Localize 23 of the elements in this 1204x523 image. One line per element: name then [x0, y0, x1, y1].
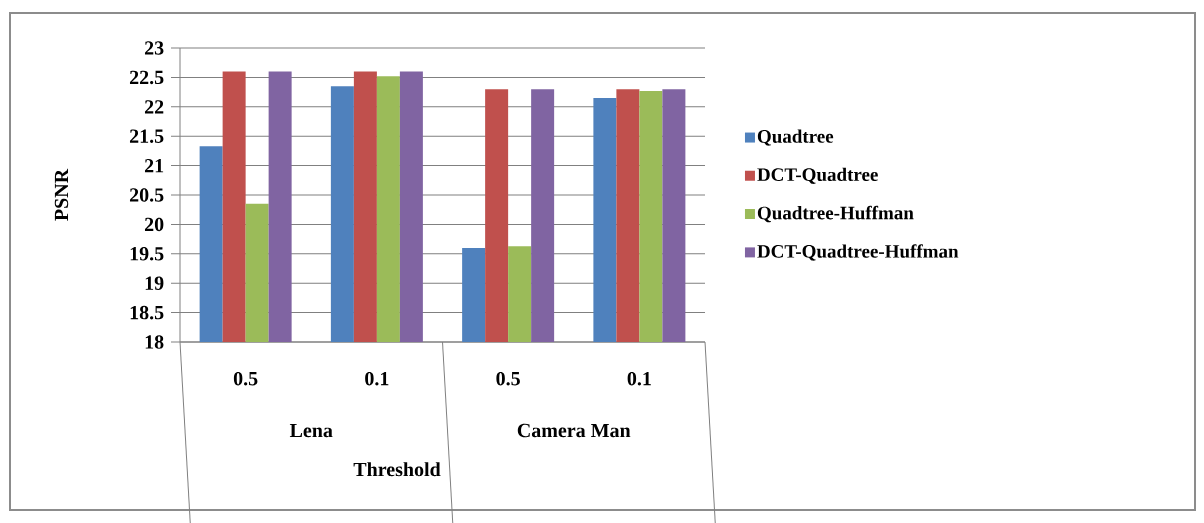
y-tick-label: 19.5	[130, 247, 164, 261]
legend-label: Quadtree-Huffman	[757, 205, 914, 223]
x-tick-label: 0.5	[496, 371, 520, 386]
y-tick-label: 18.5	[130, 305, 164, 320]
y-tick-label: 21.5	[129, 129, 164, 143]
legend-label: DCT-Quadtree-Huffman	[757, 244, 959, 261]
y-tick-label: 19	[145, 276, 164, 290]
y-tick-label: 22.5	[129, 70, 164, 85]
x-axis-title: Threshold	[353, 462, 441, 477]
y-axis-title: PSNR	[54, 168, 69, 221]
y-tick-label: 21	[144, 159, 164, 173]
text: Lena	[289, 423, 333, 438]
y-tick-label: 20.5	[129, 188, 164, 202]
y-tick-label: 18	[145, 335, 164, 349]
y-tick-label: 20	[144, 217, 164, 232]
x-tick-label: 0.5	[233, 371, 258, 386]
y-tick-label: 23	[144, 41, 164, 55]
x-tick-label: 0.1	[365, 371, 389, 386]
y-tick-label: 22	[144, 100, 164, 114]
text: Camera Man	[517, 423, 631, 438]
legend-label: DCT-Quadtree	[757, 167, 878, 184]
x-tick-label: 0.1	[627, 371, 651, 386]
legend-label: Quadtree	[757, 129, 834, 146]
